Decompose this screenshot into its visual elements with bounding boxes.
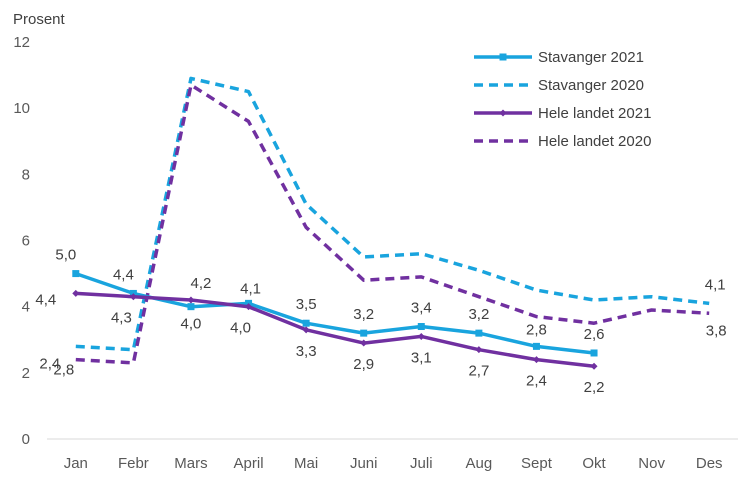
data-label: 3,4	[411, 300, 432, 317]
data-label: 3,1	[411, 349, 432, 366]
y-tick-label: 12	[13, 34, 30, 51]
y-tick-label: 0	[22, 431, 30, 448]
data-point-marker	[129, 293, 137, 301]
data-point-marker	[590, 362, 598, 370]
y-axis-ticks: 0 2 4 6 8 10 12	[13, 34, 30, 448]
series-layer	[72, 76, 710, 370]
data-label: 3,5	[296, 296, 317, 313]
y-tick-label: 6	[22, 233, 30, 250]
data-point-marker	[187, 296, 195, 304]
legend-label: Stavanger 2020	[538, 77, 644, 94]
x-tick-label: Juni	[350, 455, 378, 472]
y-tick-label: 8	[22, 166, 30, 183]
legend-label: Hele landet 2020	[538, 133, 651, 150]
data-label: 2,8	[526, 321, 547, 338]
x-axis-ticks: Jan Febr Mars April Mai Juni Juli Aug Sept Okt Nov…	[64, 455, 723, 472]
data-label: 3,3	[296, 343, 317, 360]
data-label: 4,4	[113, 266, 134, 283]
data-label: 3,8	[706, 322, 727, 339]
x-tick-label: Mars	[174, 455, 207, 472]
x-tick-label: Jan	[64, 455, 88, 472]
series-line-hele-landet-2020	[75, 83, 710, 365]
legend-label: Stavanger 2021	[538, 49, 644, 66]
y-axis-title: Prosent	[13, 11, 66, 28]
x-tick-label: Aug	[466, 455, 493, 472]
data-label: 2,4	[526, 373, 547, 390]
x-tick-label: Nov	[638, 455, 665, 472]
legend: Stavanger 2021 Stavanger 2020 Hele landet …	[474, 49, 651, 150]
data-point-marker	[302, 319, 310, 327]
data-label: 2,2	[584, 379, 605, 396]
legend-marker	[499, 53, 507, 61]
data-label: 4,2	[191, 275, 212, 292]
data-point-marker	[590, 349, 598, 357]
y-tick-label: 4	[22, 299, 30, 316]
data-point-marker	[417, 323, 425, 331]
x-tick-label: April	[234, 455, 264, 472]
data-label: 4,0	[230, 320, 251, 337]
x-tick-label: Mai	[294, 455, 318, 472]
x-tick-label: Juli	[410, 455, 433, 472]
data-point-marker	[302, 326, 310, 334]
y-tick-label: 10	[13, 100, 30, 117]
legend-marker	[499, 109, 507, 117]
data-point-marker	[532, 356, 540, 364]
data-label: 4,1	[240, 280, 261, 297]
data-label: 2,7	[468, 363, 489, 380]
data-label: 2,8	[53, 361, 74, 378]
data-labels-layer: 5,0 4,4 4,0 4,1 3,5 3,2 3,4 3,2 2,8 2,6 2,8 4,1 4,4 4…	[35, 247, 726, 397]
data-label: 2,9	[353, 356, 374, 373]
data-label: 5,0	[55, 247, 76, 264]
data-point-marker	[72, 289, 80, 297]
data-label: 4,4	[35, 291, 56, 308]
x-tick-label: Okt	[582, 455, 606, 472]
data-label: 4,0	[181, 316, 202, 333]
data-label: 3,2	[468, 306, 489, 323]
series-line-hele-landet-2021	[75, 291, 595, 368]
y-tick-label: 2	[22, 365, 30, 382]
data-point-marker	[360, 329, 368, 337]
data-point-marker	[360, 339, 368, 347]
data-point-marker	[245, 303, 253, 311]
x-tick-label: Sept	[521, 455, 553, 472]
data-label: 2,4	[39, 356, 60, 373]
series-line-stavanger-2021	[75, 271, 595, 355]
data-point-marker	[417, 332, 425, 340]
x-tick-label: Febr	[118, 455, 149, 472]
data-point-marker	[532, 342, 540, 350]
data-label: 4,1	[705, 276, 726, 293]
data-label: 2,6	[584, 326, 605, 343]
x-tick-label: Des	[696, 455, 723, 472]
legend-label: Hele landet 2021	[538, 105, 651, 122]
data-label: 3,2	[353, 306, 374, 323]
data-point-marker	[72, 270, 80, 278]
data-label: 4,3	[111, 310, 132, 327]
data-point-marker	[475, 329, 483, 337]
data-point-marker	[187, 303, 195, 311]
data-point-marker	[475, 346, 483, 354]
